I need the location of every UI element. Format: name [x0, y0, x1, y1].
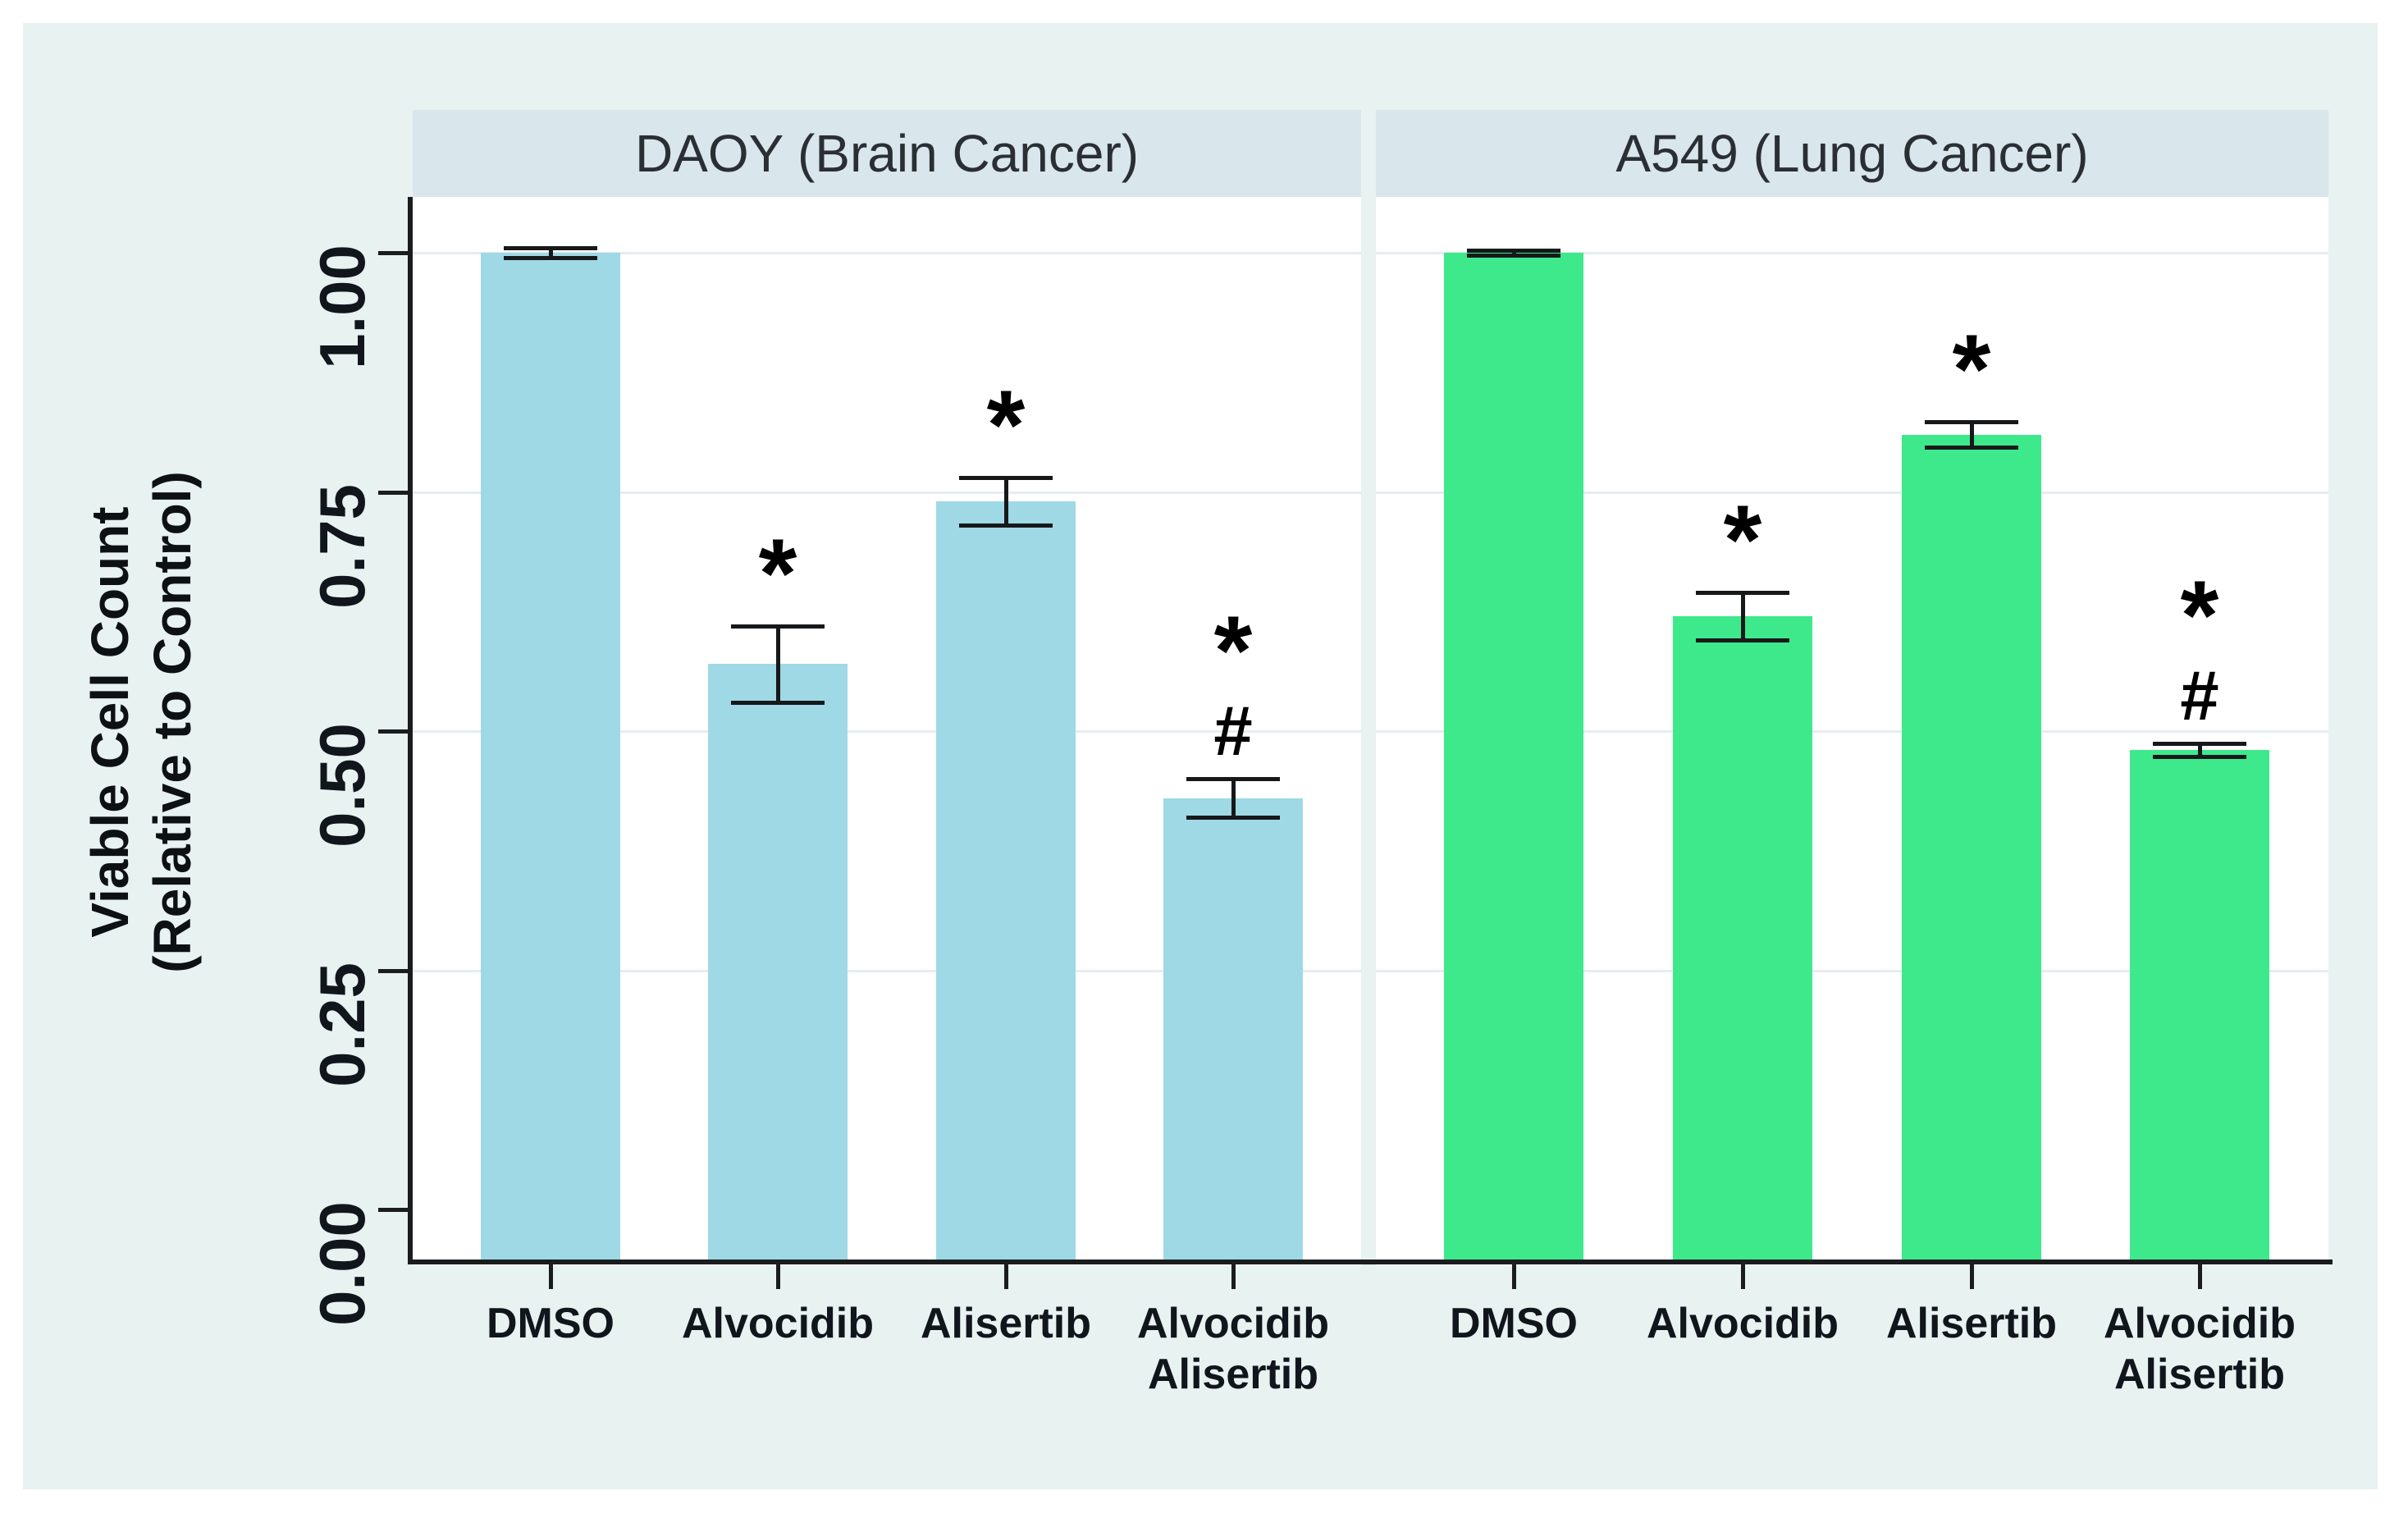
y-tick	[378, 251, 408, 255]
error-bar-cap-bottom	[1467, 254, 1560, 258]
error-bar-cap-bottom	[959, 523, 1053, 528]
x-tick-label-line: Alvocidib	[681, 1300, 875, 1347]
x-tick-label: Alisertib	[1886, 1298, 2057, 1349]
x-tick	[549, 1264, 553, 1289]
error-bar-line	[1004, 478, 1008, 525]
bar	[2130, 750, 2269, 1260]
significance-hash-marker: #	[1213, 693, 1253, 770]
error-bar-cap-top	[959, 476, 1053, 480]
error-bar-cap-top	[504, 246, 597, 250]
x-tick-label: Alvocidib Alisertib	[2104, 1298, 2296, 1400]
y-axis-line	[408, 197, 413, 1264]
x-tick-label: DMSO	[487, 1298, 615, 1349]
gridline	[1376, 252, 2328, 254]
x-tick-label-line: Alvocidib	[1646, 1300, 1839, 1347]
gridline	[1376, 491, 2328, 494]
x-tick-label: Alisertib	[921, 1298, 1091, 1349]
x-tick-label: Alvocidib	[682, 1298, 874, 1349]
bar	[1673, 616, 1812, 1260]
panel-title: A549 (Lung Cancer)	[1615, 124, 2089, 183]
x-tick-label-line: Alvocidib	[1136, 1300, 1330, 1347]
error-bar-line	[1512, 250, 1516, 255]
x-tick-label: Alvocidib	[1647, 1298, 1839, 1349]
significance-hash-marker: #	[2180, 657, 2219, 735]
x-tick-label-line: Alvocidib	[2103, 1300, 2296, 1347]
y-tick-label: 0.00	[306, 1201, 378, 1326]
x-tick-label-line: Alisertib	[1147, 1351, 1319, 1398]
y-tick-label: 0.75	[306, 484, 378, 609]
x-tick	[1004, 1264, 1008, 1289]
gridline	[413, 970, 1361, 972]
error-bar-cap-bottom	[731, 701, 825, 705]
y-tick	[378, 729, 408, 734]
y-axis-title-line2: (Relative to Control)	[143, 471, 202, 973]
gridline	[1376, 730, 2328, 733]
x-tick-label-line: Alisertib	[1885, 1300, 2058, 1347]
gridline	[413, 252, 1361, 254]
gridline	[413, 730, 1361, 733]
significance-star-marker: *	[1723, 485, 1762, 595]
error-bar-cap-bottom	[504, 256, 597, 260]
x-tick	[776, 1264, 780, 1289]
y-tick-label: 1.00	[306, 245, 378, 369]
error-bar-line	[1231, 779, 1236, 817]
bar	[1444, 253, 1583, 1260]
x-tick-label: DMSO	[1450, 1298, 1578, 1349]
error-bar-cap-top	[2153, 742, 2246, 746]
panel-header: A549 (Lung Cancer)	[1376, 110, 2328, 197]
error-bar-cap-bottom	[2153, 755, 2246, 759]
panel-header: DAOY (Brain Cancer)	[413, 110, 1361, 197]
significance-star-marker: *	[1213, 596, 1253, 706]
panel-title: DAOY (Brain Cancer)	[634, 124, 1140, 183]
x-tick	[1231, 1264, 1236, 1289]
x-tick-label-line: Alisertib	[920, 1300, 1092, 1347]
error-bar-cap-top	[1467, 249, 1560, 253]
gridline	[413, 491, 1361, 494]
bar	[481, 253, 620, 1260]
significance-star-marker: *	[758, 519, 797, 629]
x-tick	[1741, 1264, 1745, 1289]
significance-star-marker: *	[2180, 560, 2219, 670]
y-tick-label: 0.50	[306, 723, 378, 848]
gridline	[1376, 970, 2328, 972]
significance-star-marker: *	[986, 370, 1026, 480]
bar	[708, 664, 848, 1260]
x-tick-label-line: Alisertib	[2113, 1351, 2286, 1398]
error-bar-line	[776, 626, 780, 702]
x-tick-label: Alvocidib Alisertib	[1137, 1298, 1329, 1400]
x-tick	[2198, 1264, 2202, 1289]
y-tick-label: 0.25	[306, 962, 378, 1087]
x-tick-label-line: DMSO	[487, 1300, 615, 1347]
bar	[936, 501, 1076, 1260]
y-axis-title-line1: Viable Cell Count	[80, 506, 139, 938]
error-bar-cap-top	[731, 624, 825, 629]
bar	[1163, 798, 1303, 1260]
error-bar-cap-bottom	[1186, 816, 1280, 820]
x-tick	[1512, 1264, 1516, 1289]
x-axis-line	[408, 1260, 2333, 1264]
error-bar-cap-top	[1186, 777, 1280, 781]
error-bar-cap-bottom	[1925, 446, 2018, 450]
error-bar-cap-bottom	[1696, 638, 1789, 642]
error-bar-line	[1741, 592, 1745, 640]
y-tick	[378, 969, 408, 973]
error-bar-line	[549, 248, 553, 258]
x-tick-label-line: DMSO	[1450, 1300, 1578, 1347]
error-bar-line	[2198, 743, 2202, 757]
significance-star-marker: *	[1952, 314, 1991, 424]
error-bar-line	[1970, 422, 1974, 447]
x-tick	[1970, 1264, 1974, 1289]
y-axis-title: Viable Cell Count (Relative to Control)	[79, 451, 203, 993]
bar	[1902, 435, 2041, 1260]
error-bar-cap-top	[1696, 591, 1789, 595]
error-bar-cap-top	[1925, 420, 2018, 424]
y-tick	[378, 491, 408, 495]
y-tick	[378, 1208, 408, 1212]
